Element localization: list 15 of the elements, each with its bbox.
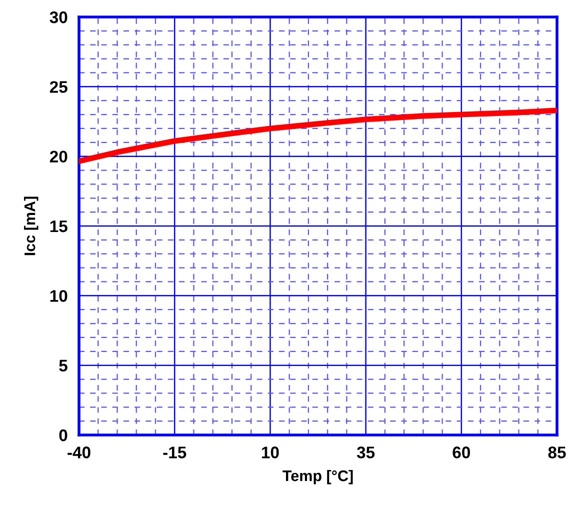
x-tick-label: -15	[163, 446, 186, 458]
x-tick-label: 60	[452, 446, 470, 458]
x-axis-title: Temp [°C]	[282, 470, 353, 484]
x-tick-label: 35	[356, 446, 375, 458]
x-tick-label: 85	[548, 446, 566, 458]
y-tick-label: 20	[50, 150, 68, 163]
y-tick-label: 5	[59, 360, 68, 372]
y-tick-label: 25	[50, 81, 68, 93]
x-tick-label: 10	[262, 446, 279, 458]
y-axis-title: Icc [mA]	[24, 196, 38, 256]
x-tick-label: -40	[68, 446, 90, 458]
y-tick-label: 15	[50, 220, 68, 232]
y-tick-label: 10	[50, 290, 68, 302]
y-tick-label: 30	[50, 11, 68, 24]
y-tick-label: 0	[59, 429, 68, 442]
